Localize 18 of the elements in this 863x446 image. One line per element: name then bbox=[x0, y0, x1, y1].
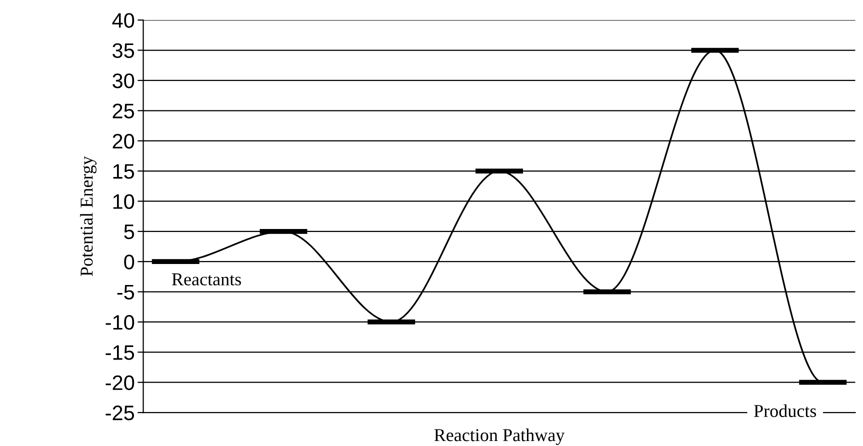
y-tick-label: 10 bbox=[113, 194, 134, 209]
x-axis-title: Reaction Pathway bbox=[434, 428, 565, 445]
y-tick-label: -25 bbox=[106, 406, 134, 420]
y-tick-label: -10 bbox=[106, 314, 134, 330]
y-tick-label: 25 bbox=[112, 104, 134, 118]
y-tick-label: 5 bbox=[124, 224, 134, 240]
y-tick-label: 30 bbox=[112, 73, 134, 88]
y-tick-label: 0 bbox=[124, 254, 134, 270]
annotation: Reactants bbox=[172, 273, 241, 286]
annotation: Products bbox=[754, 404, 816, 418]
y-tick-label: -5 bbox=[117, 285, 134, 300]
y-tick-label: 35 bbox=[112, 43, 134, 58]
y-tick-label: 15 bbox=[113, 164, 134, 179]
y-tick-label: -20 bbox=[106, 375, 134, 390]
y-tick-label: -15 bbox=[106, 345, 134, 360]
y-tick-label: 40 bbox=[112, 13, 134, 28]
y-tick-label: 20 bbox=[112, 134, 134, 149]
y-axis-title: Potential Energy bbox=[80, 156, 96, 276]
